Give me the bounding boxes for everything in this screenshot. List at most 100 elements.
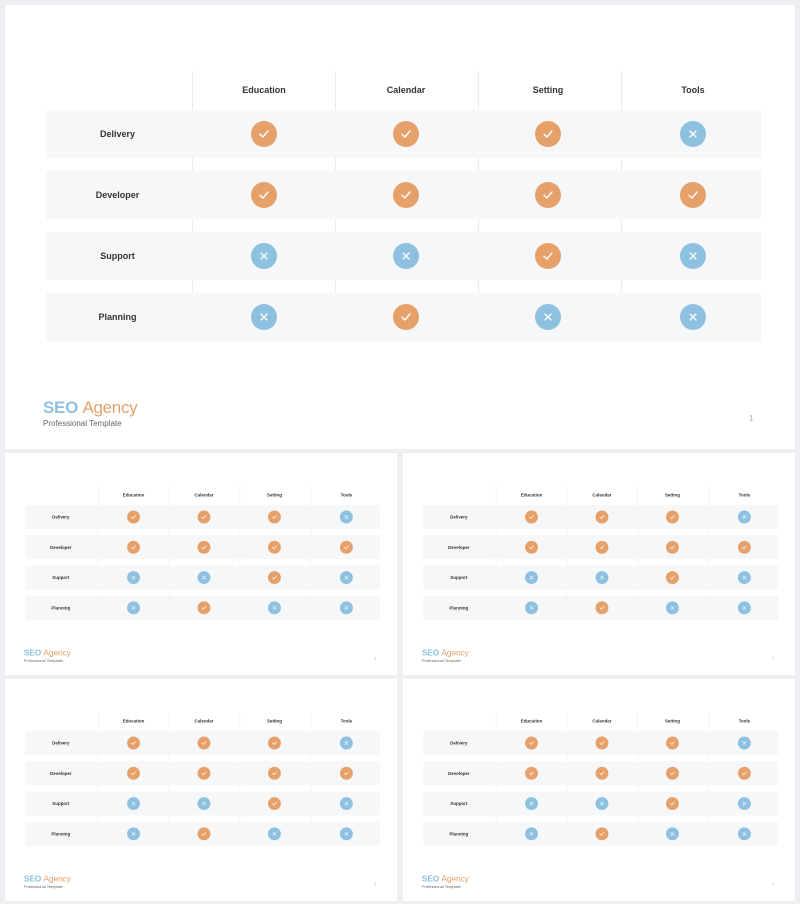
close-icon xyxy=(127,601,140,615)
column-header: Tools xyxy=(340,492,353,498)
brand-seo: SEO xyxy=(43,398,79,417)
slide[interactable]: Education Calendar Setting Tools Delivery Dev… xyxy=(5,5,795,449)
brand-subtitle: Professional Template xyxy=(421,658,461,663)
row-label: Planning xyxy=(449,831,469,837)
check-icon xyxy=(127,736,140,750)
brand-seo: SEO xyxy=(23,874,42,884)
close-icon xyxy=(535,304,561,330)
check-icon xyxy=(197,510,211,524)
brand-subtitle: Professional Template xyxy=(23,884,63,889)
column-header: Tools xyxy=(738,718,751,724)
column-header: Education xyxy=(242,85,286,95)
close-icon xyxy=(737,571,751,584)
check-icon xyxy=(267,540,281,554)
slide[interactable]: Education Calendar Setting Tools Delivery Dev… xyxy=(5,453,397,675)
check-icon xyxy=(393,121,419,147)
check-icon xyxy=(267,797,281,810)
column-header: Setting xyxy=(532,85,564,95)
column-header: Setting xyxy=(266,718,283,724)
row-label: Delivery xyxy=(450,514,468,520)
slide[interactable]: Education Calendar Setting Tools Delivery Dev… xyxy=(5,679,397,901)
table-row: Planning xyxy=(423,821,779,846)
close-icon xyxy=(737,601,751,615)
column-header: Education xyxy=(122,492,145,498)
close-icon xyxy=(339,827,353,841)
table-row: Delivery xyxy=(423,731,779,755)
check-icon xyxy=(251,182,277,208)
close-icon xyxy=(339,571,353,584)
table-row: Planning xyxy=(25,595,381,620)
close-icon xyxy=(251,304,277,330)
slide-content: Education Calendar Setting Tools Delivery Dev… xyxy=(5,453,397,673)
check-icon xyxy=(339,540,353,554)
close-icon xyxy=(339,736,353,750)
close-icon xyxy=(251,243,277,269)
row-label: Support xyxy=(100,251,135,261)
row-label: Developer xyxy=(50,770,72,776)
row-label: Planning xyxy=(449,605,469,611)
check-icon xyxy=(127,766,140,780)
close-icon xyxy=(595,797,609,810)
close-icon xyxy=(267,601,281,615)
close-icon xyxy=(127,827,140,841)
brand-seo: SEO xyxy=(421,648,440,658)
check-icon xyxy=(737,766,751,780)
close-icon xyxy=(127,571,140,584)
close-icon xyxy=(525,797,538,810)
column-header: Calendar xyxy=(386,85,426,95)
table-row: Planning xyxy=(423,595,779,620)
page-number: 2 xyxy=(374,655,377,661)
check-icon xyxy=(525,766,538,780)
check-icon xyxy=(535,243,561,269)
column-header: Tools xyxy=(681,85,705,95)
table-row: Delivery xyxy=(423,505,779,529)
column-header: Education xyxy=(520,492,543,498)
brand-agency: Agency xyxy=(441,648,469,658)
column-header: Tools xyxy=(340,718,353,724)
close-icon xyxy=(737,797,751,810)
close-icon xyxy=(665,601,679,615)
column-header: Education xyxy=(122,718,145,724)
slide[interactable]: Education Calendar Setting Tools Delivery Dev… xyxy=(403,679,795,901)
slide-content: Education Calendar Setting Tools Delivery Dev… xyxy=(5,5,795,449)
close-icon xyxy=(197,571,211,584)
table-row: Developer xyxy=(25,761,381,786)
check-icon xyxy=(665,736,679,750)
row-label: Planning xyxy=(98,312,137,322)
brand-subtitle: Professional Template xyxy=(23,658,63,663)
column-header: Calendar xyxy=(592,492,612,498)
table-row: Developer xyxy=(423,761,779,786)
table-row: Delivery xyxy=(25,505,381,529)
close-icon xyxy=(595,571,609,584)
column-header: Setting xyxy=(664,492,681,498)
check-icon xyxy=(737,540,751,554)
page-number: 2 xyxy=(772,655,775,661)
close-icon xyxy=(525,827,538,841)
column-header: Setting xyxy=(266,492,283,498)
column-header: Setting xyxy=(664,718,681,724)
close-icon xyxy=(680,304,706,330)
row-label: Developer xyxy=(95,190,140,200)
table-row: Developer xyxy=(423,535,779,560)
close-icon xyxy=(339,510,353,524)
check-icon xyxy=(665,766,679,780)
close-icon xyxy=(339,601,353,615)
brand-agency: Agency xyxy=(43,874,71,884)
row-label: Delivery xyxy=(52,740,70,746)
check-icon xyxy=(267,510,281,524)
table-row: Delivery xyxy=(46,110,761,158)
row-label: Support xyxy=(52,801,70,807)
close-icon xyxy=(197,797,211,810)
table-row: Support xyxy=(46,232,761,280)
row-label: Developer xyxy=(448,770,470,776)
table-row: Delivery xyxy=(25,731,381,755)
brand-title: SEO Agency xyxy=(422,648,469,658)
table-row: Support xyxy=(423,565,779,590)
slide[interactable]: Education Calendar Setting Tools Delivery Dev… xyxy=(403,453,795,675)
slide-content: Education Calendar Setting Tools Delivery Dev… xyxy=(5,679,397,899)
row-label: Developer xyxy=(448,544,470,550)
check-icon xyxy=(595,736,609,750)
brand-title: SEO Agency xyxy=(422,874,469,884)
check-icon xyxy=(665,540,679,554)
column-header: Tools xyxy=(738,492,751,498)
